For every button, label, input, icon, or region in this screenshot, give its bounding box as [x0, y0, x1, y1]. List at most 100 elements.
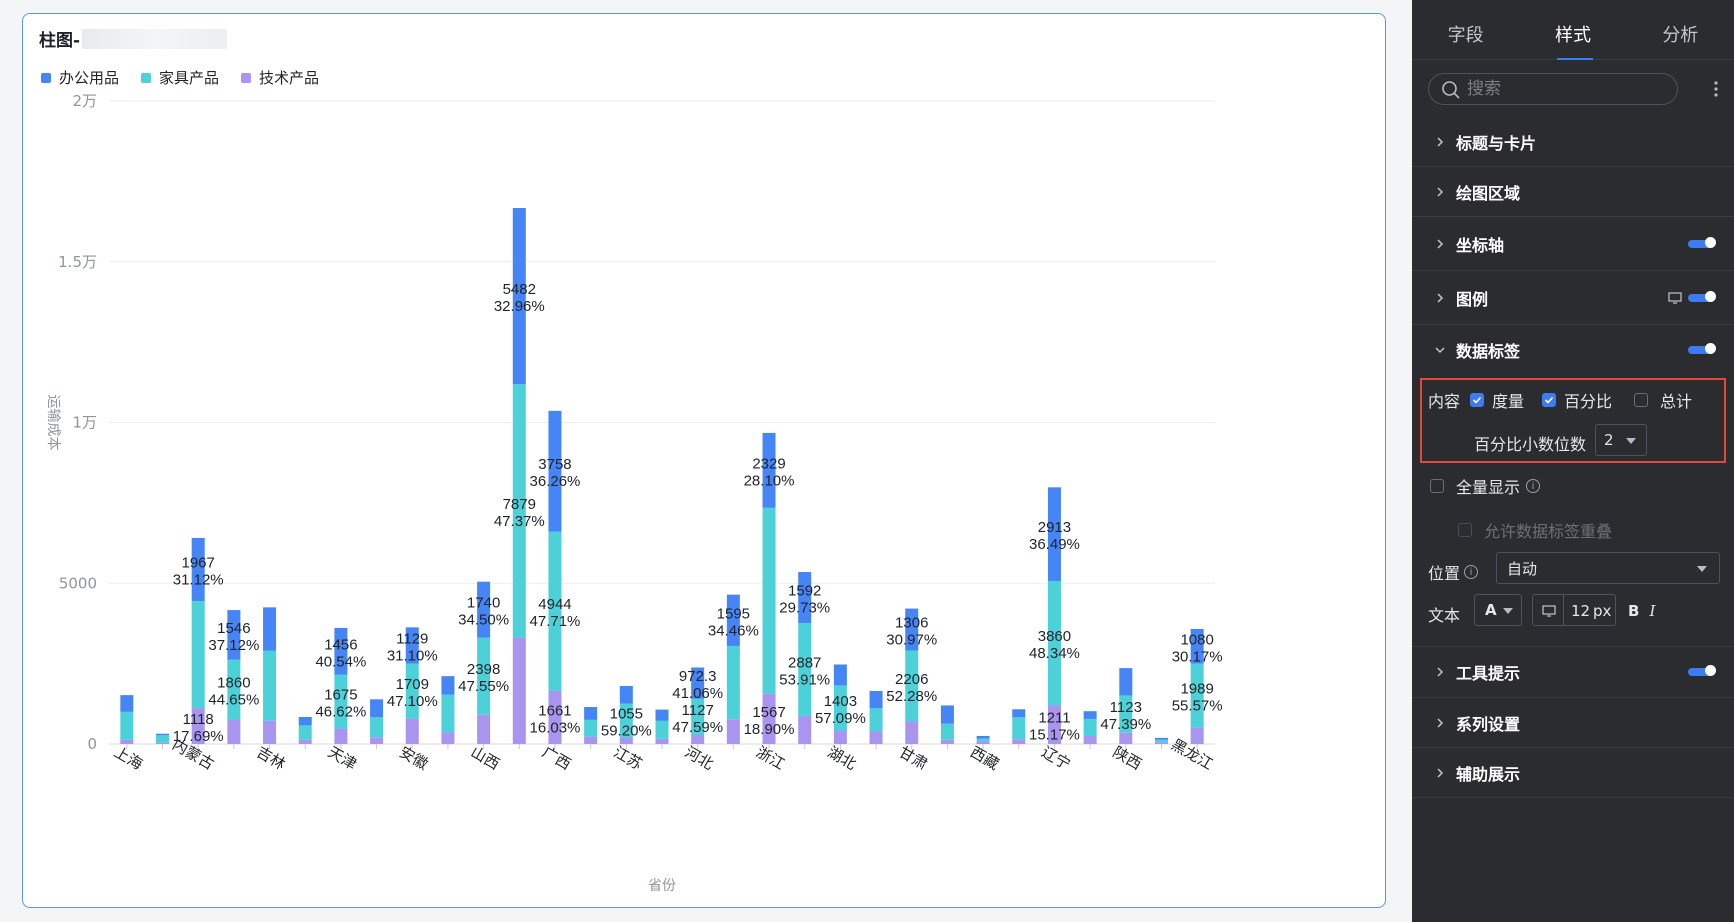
position-select[interactable]: 自动	[1496, 552, 1720, 584]
data-label-value: 2398	[467, 661, 500, 678]
bar-segment	[334, 728, 348, 744]
section-tooltip[interactable]: 工具提示	[1412, 646, 1734, 698]
data-label-value: 1592	[788, 583, 821, 600]
x-tick-label: 浙江	[753, 743, 788, 774]
data-label-value: 3758	[538, 456, 571, 473]
decimal-row: 百分比小数位数	[1474, 431, 1586, 455]
legend-item[interactable]: 技术产品	[241, 67, 319, 88]
data-label-percent: 48.34%	[1029, 645, 1080, 662]
data-label-value: 1306	[895, 615, 928, 632]
show-all-row: 全量显示 i	[1430, 474, 1541, 498]
section-axis[interactable]: 坐标轴	[1412, 217, 1734, 271]
bar-segment	[1154, 739, 1168, 743]
info-icon[interactable]: i	[1464, 565, 1479, 579]
total-checkbox[interactable]	[1634, 393, 1649, 407]
font-color-value: A	[1485, 601, 1497, 619]
section-title-card[interactable]: 标题与卡片	[1412, 117, 1734, 167]
measure-label: 度量	[1492, 392, 1525, 411]
tab-analysis[interactable]: 分析	[1662, 25, 1699, 46]
allow-overlap-checkbox[interactable]	[1458, 523, 1472, 537]
caret-down-icon	[1503, 608, 1513, 614]
data-label-value: 1967	[182, 555, 215, 572]
section-auxiliary[interactable]: 辅助展示	[1412, 748, 1734, 798]
search-box[interactable]	[1428, 73, 1678, 105]
caret-down-icon	[1626, 438, 1636, 444]
legend-swatch	[41, 72, 51, 83]
bar-segment	[263, 607, 277, 651]
x-tick-label: 甘肃	[896, 743, 931, 774]
data-label-value: 1127	[682, 702, 714, 719]
data-label-percent: 18.90%	[744, 721, 795, 738]
bar-segment	[726, 594, 740, 646]
bar-segment	[405, 663, 419, 719]
search-row	[1428, 73, 1718, 105]
legend-item[interactable]: 家具产品	[141, 67, 219, 88]
show-all-checkbox[interactable]	[1430, 479, 1444, 493]
decimal-select[interactable]: 2	[1595, 424, 1647, 456]
data-label-value: 7879	[503, 496, 536, 513]
section-series-settings[interactable]: 系列设置	[1412, 698, 1734, 748]
section-label: 图例	[1456, 289, 1489, 309]
bar-segment	[1083, 718, 1097, 736]
legend-swatch	[241, 72, 252, 83]
bar-segment	[477, 714, 491, 744]
chart-legend: 办公用品 家具产品 技术产品	[41, 67, 319, 88]
search-input[interactable]	[1467, 79, 1667, 99]
tooltip-toggle[interactable]	[1688, 665, 1716, 676]
content-row: 内容 度量 百分比 总计	[1428, 388, 1692, 412]
x-tick-label: 辽宁	[1038, 743, 1073, 774]
data-label-percent: 57.09%	[815, 710, 866, 727]
bar-segment	[976, 735, 990, 739]
bar-segment	[691, 667, 705, 699]
section-data-label[interactable]: 数据标签	[1412, 325, 1734, 375]
data-label-value: 1675	[324, 687, 357, 704]
bar-segment	[1154, 737, 1168, 740]
data-label-toggle[interactable]	[1688, 343, 1716, 354]
allow-overlap-row: 允许数据标签重叠	[1458, 518, 1612, 542]
legend-label: 家具产品	[159, 69, 220, 87]
more-vertical-icon[interactable]	[1706, 79, 1726, 99]
percent-checkbox[interactable]	[1542, 393, 1557, 407]
data-label-percent: 17.69%	[173, 728, 224, 745]
bar-segment	[869, 708, 883, 732]
data-label-percent: 28.10%	[744, 472, 795, 489]
data-label-percent: 59.20%	[601, 723, 652, 740]
y-tick-label: 1万	[72, 414, 97, 432]
tab-fields[interactable]: 字段	[1447, 25, 1484, 46]
tab-style[interactable]: 样式	[1554, 25, 1591, 46]
bar-segment	[1012, 739, 1026, 744]
text-row: 文本	[1428, 602, 1460, 626]
section-legend[interactable]: 图例	[1412, 271, 1734, 325]
x-axis-title: 省份	[648, 878, 676, 894]
chevron-right-icon	[1437, 767, 1444, 778]
data-label-value: 1661	[538, 702, 571, 719]
font-color-select[interactable]: A	[1474, 594, 1522, 626]
bold-button[interactable]: B	[1628, 602, 1640, 620]
bar-segment	[1119, 732, 1133, 744]
legend-item[interactable]: 办公用品	[41, 67, 119, 88]
position-value: 自动	[1507, 559, 1538, 578]
font-size-value: 12	[1571, 602, 1591, 620]
data-label-percent: 32.96%	[494, 298, 545, 315]
axis-toggle[interactable]	[1688, 236, 1716, 248]
chart-card[interactable]: 0 5000 1万 1.5万 2万 运输成本 省份 上海 内蒙古 吉林 天津 安徽 山西 广西 江苏 河北 浙江…	[22, 13, 1386, 908]
section-label: 数据标签	[1456, 342, 1521, 361]
italic-button[interactable]: I	[1649, 602, 1656, 620]
info-icon[interactable]: i	[1526, 479, 1541, 493]
chevron-down-icon	[1435, 347, 1445, 354]
measure-checkbox[interactable]	[1470, 393, 1485, 407]
bar-segment	[227, 610, 241, 660]
data-label-value: 1118	[183, 711, 214, 728]
bar-segment	[1083, 711, 1097, 719]
data-label-value: 1595	[717, 605, 750, 622]
bar-segment	[619, 685, 633, 704]
bar-segment	[191, 708, 205, 744]
font-size-input[interactable]: 12 px	[1532, 594, 1616, 626]
data-label-value: 1211	[1038, 710, 1070, 727]
x-tick-label: 江苏	[610, 743, 645, 774]
section-plot-area[interactable]: 绘图区域	[1412, 167, 1734, 217]
legend-swatch	[141, 72, 152, 83]
decimal-label: 百分比小数位数	[1474, 435, 1587, 454]
legend-toggle[interactable]	[1688, 290, 1716, 302]
data-label-percent: 31.10%	[387, 648, 438, 665]
